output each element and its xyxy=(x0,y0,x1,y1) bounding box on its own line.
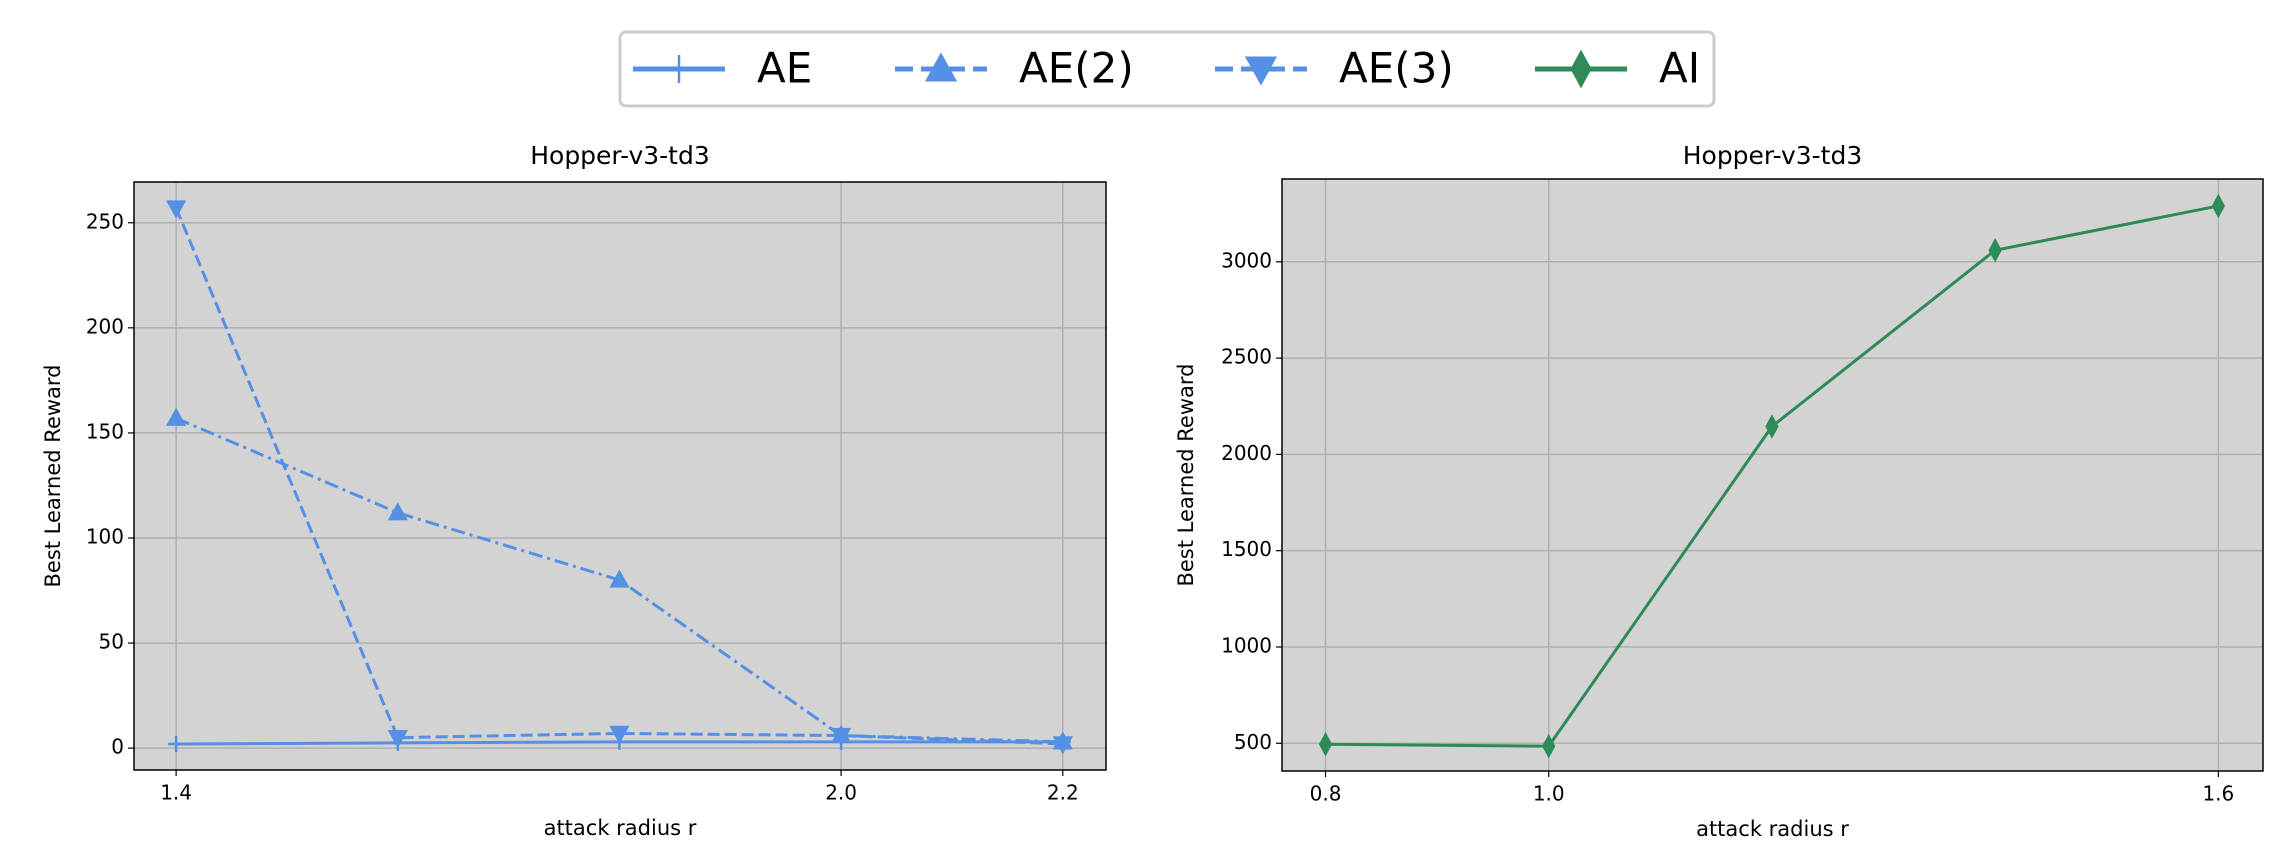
data-point xyxy=(609,725,630,745)
data-point xyxy=(165,407,187,426)
data-point xyxy=(168,735,185,752)
legend-label: AE(3) xyxy=(1339,44,1454,93)
data-point xyxy=(1542,733,1556,759)
plot-area xyxy=(1282,179,2263,771)
y-tick-label: 2500 xyxy=(1221,345,1272,369)
plot-frame xyxy=(133,181,1107,771)
plot-area xyxy=(134,182,1106,770)
data-point xyxy=(609,569,630,588)
y-tick-label: 250 xyxy=(86,209,124,233)
legend-box xyxy=(618,30,1716,108)
data-point xyxy=(830,727,852,747)
legend-marker xyxy=(665,55,693,83)
x-tick-label: 1.4 xyxy=(160,781,192,805)
data-point xyxy=(387,729,408,749)
x-tick-label: 2.2 xyxy=(1047,781,1079,805)
y-axis-label: Best Learned Reward xyxy=(1174,363,1198,586)
x-axis-label: attack radius r xyxy=(544,816,697,840)
data-point xyxy=(2211,193,2225,219)
legend-label: AI xyxy=(1659,44,1700,93)
y-tick-label: 500 xyxy=(1234,730,1272,754)
y-tick-label: 50 xyxy=(99,630,124,654)
chart-title: Hopper-v3-td3 xyxy=(530,141,710,170)
data-point xyxy=(1765,414,1779,439)
legend-label: AE xyxy=(757,44,812,93)
y-tick-label: 200 xyxy=(86,314,124,338)
x-tick-label: 0.8 xyxy=(1310,782,1342,806)
x-tick-label: 2.0 xyxy=(825,781,857,805)
y-tick-label: 150 xyxy=(86,419,124,443)
y-tick-label: 1000 xyxy=(1221,633,1272,657)
y-tick-label: 1500 xyxy=(1221,537,1272,561)
x-axis-label: attack radius r xyxy=(1696,817,1849,841)
plot-frame xyxy=(1281,178,2264,772)
y-tick-label: 100 xyxy=(86,524,124,548)
legend-marker xyxy=(1244,56,1278,86)
y-tick-label: 0 xyxy=(111,735,124,759)
series-line xyxy=(174,207,1063,746)
x-tick-label: 1.6 xyxy=(2202,782,2234,806)
data-point xyxy=(1318,732,1333,757)
legend-label: AE(2) xyxy=(1019,44,1134,93)
data-point xyxy=(165,200,187,219)
y-tick-label: 3000 xyxy=(1221,248,1272,272)
y-axis-label: Best Learned Reward xyxy=(41,364,65,587)
data-point xyxy=(1988,238,2002,263)
x-tick-label: 1.0 xyxy=(1533,782,1565,806)
data-point xyxy=(1052,736,1073,755)
legend-marker xyxy=(1570,49,1592,89)
y-tick-label: 2000 xyxy=(1221,441,1272,465)
chart-title: Hopper-v3-td3 xyxy=(1683,141,1863,170)
data-point xyxy=(387,502,408,521)
legend-marker xyxy=(924,52,958,82)
